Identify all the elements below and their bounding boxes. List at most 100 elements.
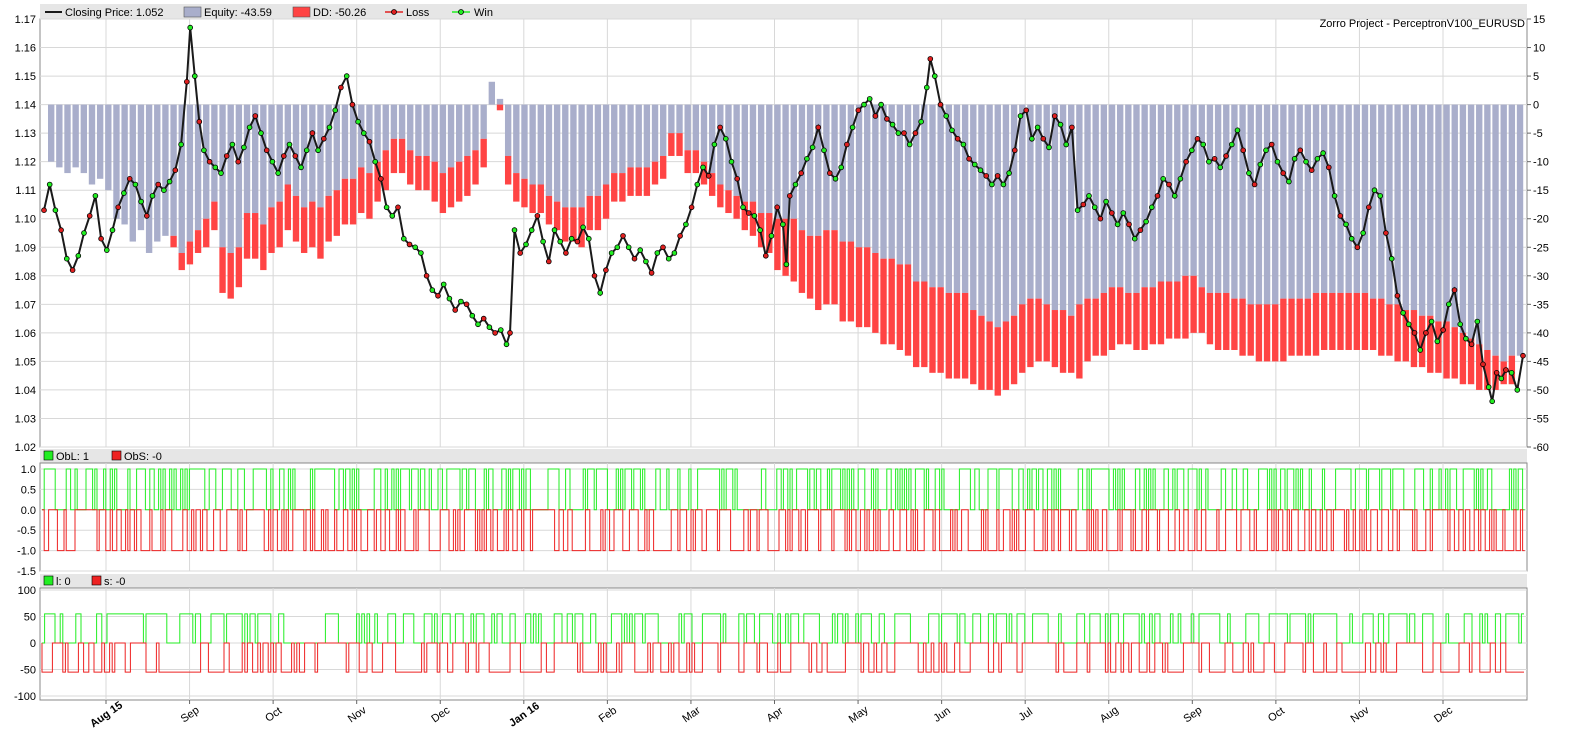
equity-bar: [1476, 104, 1483, 345]
drawdown-bar: [766, 213, 773, 253]
equity-bar: [178, 104, 185, 253]
drawdown-bar: [1386, 304, 1393, 356]
legend-win: Win: [452, 7, 493, 19]
drawdown-bar: [725, 190, 732, 214]
price-tick-label: 1.08: [15, 271, 36, 283]
loss-marker: [631, 255, 638, 262]
loss-marker: [115, 204, 121, 211]
equity-bar: [1394, 104, 1401, 305]
drawdown-bar: [1378, 298, 1385, 356]
loss-marker: [463, 301, 470, 308]
price-tick-label: 1.04: [15, 385, 36, 397]
ls-tick-label: -100: [14, 691, 36, 703]
price-tick-label: 1.13: [15, 128, 36, 140]
win-marker: [1400, 310, 1406, 316]
drawdown-bar: [1223, 292, 1230, 350]
obl-tick-label: 0.0: [21, 505, 36, 517]
equity-bar: [1296, 104, 1303, 299]
loss-marker: [1297, 147, 1304, 154]
legend-equity-swatch: [183, 6, 202, 18]
loss-marker: [144, 213, 150, 219]
drawdown-bar: [537, 184, 544, 214]
drawdown-bar: [398, 138, 406, 174]
equity-bar: [1076, 104, 1083, 305]
win-marker: [861, 101, 867, 108]
month-tick-label: Oct: [1266, 705, 1287, 725]
loss-marker: [798, 170, 804, 176]
drawdown-bar: [847, 241, 855, 322]
win-marker: [1114, 221, 1121, 228]
equity-bar: [431, 104, 438, 162]
legend-dd-swatch: [292, 6, 311, 18]
win-marker: [1320, 150, 1326, 156]
price-tick-label: 1.14: [15, 100, 36, 112]
loss-marker: [338, 84, 344, 91]
equity-bar: [349, 104, 357, 179]
drawdown-bar: [1010, 315, 1018, 385]
drawdown-bar: [1247, 304, 1254, 356]
loss-marker: [1366, 204, 1372, 211]
month-tick-label: Sep: [179, 704, 202, 725]
equity-bar: [1100, 104, 1108, 293]
drawdown-bar: [529, 184, 536, 214]
win-marker: [286, 141, 293, 148]
drawdown-bar: [594, 195, 602, 231]
loss-marker: [1137, 227, 1144, 233]
loss-marker: [1251, 181, 1258, 188]
win-marker: [943, 113, 949, 119]
win-marker: [711, 141, 718, 148]
equity-bar: [1280, 104, 1287, 299]
equity-tick-label: -55: [1533, 413, 1549, 425]
win-marker: [418, 250, 424, 256]
legend-l-swatch: [43, 575, 54, 586]
drawdown-bar: [1076, 304, 1083, 379]
equity-bar: [717, 104, 724, 185]
win-marker: [1206, 158, 1212, 165]
equity-bar: [904, 104, 912, 265]
loss-marker: [517, 250, 523, 256]
drawdown-bar: [937, 287, 944, 373]
equity-bar: [676, 104, 683, 134]
price-tick-label: 1.03: [15, 413, 36, 425]
drawdown-bar: [227, 252, 234, 299]
equity-bar: [1174, 104, 1181, 282]
equity-bar: [1255, 104, 1263, 305]
loss-marker: [1154, 193, 1161, 199]
win-marker: [303, 147, 310, 154]
drawdown-bar: [1329, 292, 1336, 350]
drawdown-bar: [423, 155, 430, 191]
win-marker: [931, 73, 938, 79]
drawdown-bar: [349, 178, 357, 225]
obl-tick-label: -1.0: [17, 546, 36, 558]
drawdown-bar: [170, 235, 177, 248]
equity-bar: [398, 104, 406, 139]
loss-marker: [155, 181, 162, 188]
equity-bar: [105, 104, 112, 191]
win-marker: [166, 178, 173, 185]
equity-bar: [1043, 104, 1050, 305]
drawdown-bar: [611, 173, 618, 202]
win-marker: [551, 227, 558, 233]
loss-marker: [41, 207, 47, 214]
loss-marker: [223, 153, 230, 159]
drawdown-bar: [545, 195, 553, 225]
win-marker: [1229, 141, 1235, 148]
drawdown-bar: [1255, 304, 1263, 362]
drawdown-bar: [749, 201, 757, 236]
equity-tick-label: -50: [1533, 385, 1549, 397]
equity-bar: [1125, 104, 1132, 293]
win-marker: [46, 181, 53, 188]
drawdown-bar: [700, 161, 708, 185]
equity-bar: [594, 104, 602, 196]
drawdown-bar: [741, 201, 748, 231]
equity-bar: [309, 104, 316, 202]
win-marker: [1428, 318, 1435, 325]
equity-bar: [496, 98, 504, 105]
drawdown-bar: [1002, 321, 1010, 390]
equity-bar: [1051, 104, 1059, 311]
equity-bar: [1214, 104, 1222, 293]
equity-tick-label: 15: [1533, 14, 1545, 26]
win-marker: [241, 144, 247, 151]
trade-markers: [41, 24, 1526, 405]
ls-tick-label: 50: [24, 612, 36, 624]
